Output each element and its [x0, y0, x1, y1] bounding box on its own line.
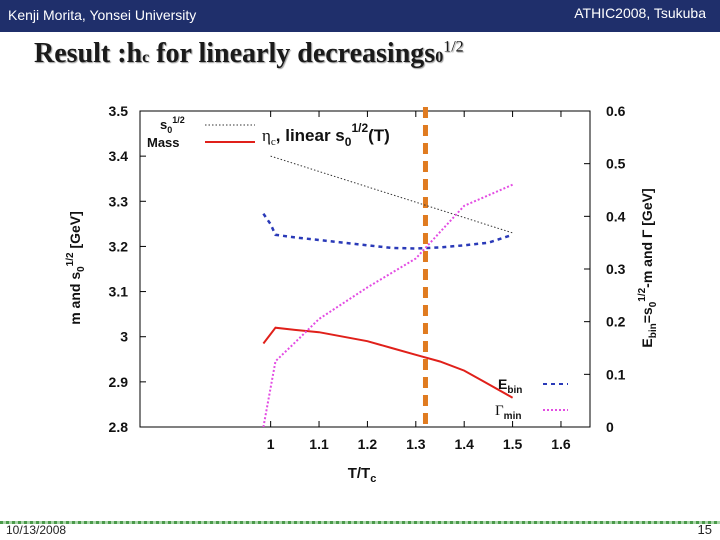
title-s-sup: 1/2	[443, 38, 464, 56]
slide-title: Result :hc for linearly decreasings01/2	[34, 38, 464, 70]
footer-divider	[0, 521, 720, 524]
y-left-tick-label: 3.2	[109, 238, 129, 254]
x-tick-label: 1.2	[358, 436, 378, 452]
y-right-tick-label: 0.4	[606, 208, 626, 224]
title-sub: c	[142, 49, 150, 66]
y-left-tick-label: 3.3	[109, 193, 129, 209]
footer-date: 10/13/2008	[6, 523, 67, 537]
y-left-tick-label: 3.4	[109, 148, 129, 164]
x-tick-label: 1.4	[454, 436, 474, 452]
y-right-tick-label: 0.3	[606, 261, 626, 277]
x-tick-label: 1.3	[406, 436, 426, 452]
x-tick-label: 1.1	[309, 436, 329, 452]
y-right-tick-label: 0.1	[606, 366, 626, 382]
plot-frame	[139, 110, 591, 428]
y-left-tick-label: 3.1	[109, 284, 129, 300]
title-s-sub: 0	[435, 49, 444, 66]
legend-s0-label: s01/2	[160, 115, 185, 135]
legend-gamma-label: Γmin	[495, 403, 521, 422]
y-left-tick-label: 2.8	[109, 419, 129, 435]
legend-mass-label: Mass	[147, 135, 180, 150]
y-right-tick-label: 0	[606, 419, 614, 435]
series-gamma-line	[262, 183, 514, 428]
y-left-label: m and s01/2 [GeV]	[65, 211, 87, 325]
header-author: Kenji Morita, Yonsei University	[8, 7, 197, 23]
series-ebin-line	[262, 212, 513, 250]
title-main: Result :h	[34, 38, 143, 69]
x-tick-label: 1	[267, 436, 275, 452]
x-tick-label: 1.6	[551, 436, 571, 452]
series-mass-line	[262, 326, 514, 399]
title-rest: for linearly decreasing	[149, 38, 425, 69]
chart-title: ηc, linear s01/2(T)	[262, 121, 390, 149]
title-s: s	[424, 38, 436, 69]
header-conference: ATHIC2008, Tsukuba	[574, 5, 706, 21]
y-left-tick-label: 3	[120, 329, 128, 345]
x-tick-label: 1.5	[503, 436, 523, 452]
page-number: 15	[697, 522, 712, 537]
series-s0-line	[270, 155, 513, 234]
y-right-tick-label: 0.6	[606, 103, 626, 119]
y-left-tick-label: 3.5	[109, 103, 129, 119]
y-right-label: Ebin=s01/2-m and Γ [GeV]	[637, 188, 659, 347]
x-axis-label: T/Tc	[348, 465, 377, 485]
legend-ebin-label: Ebin	[498, 376, 522, 396]
y-right-tick-label: 0.5	[606, 156, 626, 172]
legend: s01/2 Mass Ebin Γmin	[147, 115, 568, 422]
y-left-tick-label: 2.9	[109, 374, 129, 390]
slide-header: Kenji Morita, Yonsei University ATHIC200…	[0, 0, 720, 32]
y-right-tick-label: 0.2	[606, 314, 626, 330]
